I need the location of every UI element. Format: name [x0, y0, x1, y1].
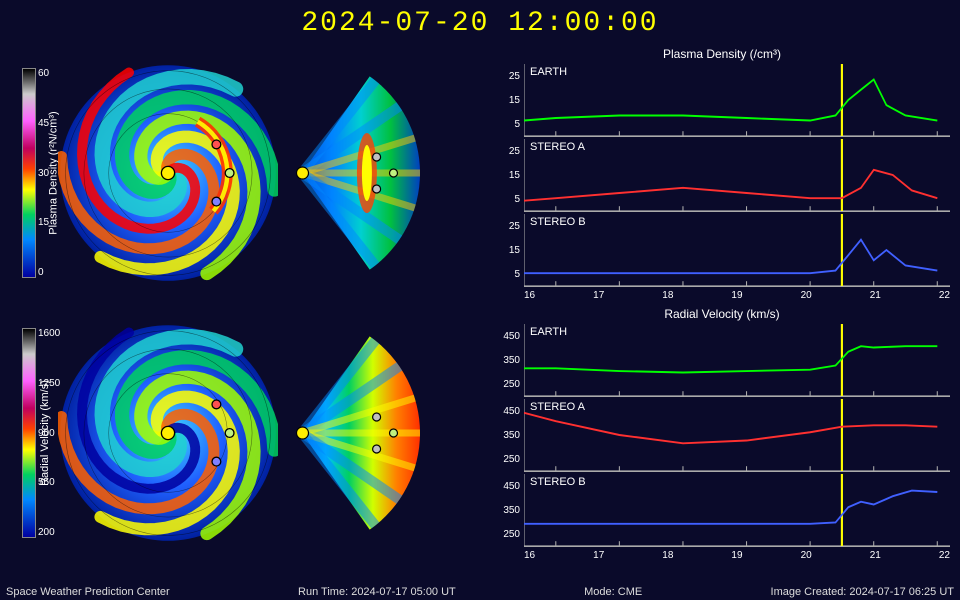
timeseries-panel-stereo-a: 450350250STEREO A — [524, 399, 950, 472]
timeseries-series-label: EARTH — [530, 66, 567, 78]
velocity-meridional-plot — [296, 333, 426, 533]
colorbar-tick: 15 — [38, 217, 49, 228]
density-meridional-plot — [296, 73, 426, 273]
footer: Space Weather Prediction Center Run Time… — [0, 586, 960, 598]
main-grid: Plasma Density (r²N/cm³) 604530150 Radia… — [0, 43, 960, 563]
density-panel-row: Plasma Density (r²N/cm³) 604530150 — [0, 43, 480, 303]
marker-stereo_a — [212, 400, 221, 409]
timestamp-title: 2024-07-20 12:00:00 — [0, 0, 960, 43]
marker-p1 — [373, 153, 381, 161]
density-colorbar-strip — [22, 68, 36, 278]
velocity-timeseries-group: Radial Velocity (km/s)450350250EARTH4503… — [484, 303, 960, 563]
timeseries-panel-earth: 450350250EARTH — [524, 324, 950, 397]
timeseries-panel-stereo-b: 450350250STEREO B — [524, 474, 950, 547]
marker-p2 — [390, 429, 398, 437]
series-line-earth — [524, 346, 937, 372]
marker-sun — [161, 426, 174, 439]
colorbar-tick: 30 — [38, 168, 49, 179]
timeseries-xticks: 16171819202122 — [524, 550, 950, 561]
velocity-colorbar-strip — [22, 328, 36, 538]
marker-sun — [297, 167, 309, 179]
colorbar-tick: 550 — [38, 477, 60, 488]
series-line-stereo-b — [524, 491, 937, 524]
timeseries-xticks: 16171819202122 — [524, 290, 950, 301]
velocity-colorbar-ticks: 1600 1250 900 550 200 — [38, 328, 60, 538]
velocity-ecliptic-plot — [58, 323, 278, 543]
marker-stereo_a — [212, 140, 221, 149]
marker-p3 — [373, 185, 381, 193]
marker-p3 — [373, 445, 381, 453]
marker-stereo_b — [212, 197, 221, 206]
marker-stereo_b — [212, 457, 221, 466]
footer-runtime: Run Time: 2024-07-17 05:00 UT — [298, 586, 456, 598]
colorbar-tick: 0 — [38, 267, 49, 278]
footer-created: Image Created: 2024-07-17 06:25 UT — [771, 586, 954, 598]
colorbar-tick: 45 — [38, 118, 49, 129]
timeseries-title: Radial Velocity (km/s) — [484, 303, 960, 323]
footer-credit: Space Weather Prediction Center — [6, 586, 170, 598]
density-ecliptic-plot — [58, 63, 278, 283]
timeseries-panel-stereo-a: 25155STEREO A — [524, 139, 950, 212]
marker-sun — [297, 427, 309, 439]
timeseries-series-label: STEREO B — [530, 216, 586, 228]
timeseries-series-label: STEREO A — [530, 401, 585, 413]
marker-p1 — [373, 413, 381, 421]
series-line-earth — [524, 79, 937, 120]
series-line-stereo-b — [524, 240, 937, 273]
colorbar-tick: 200 — [38, 527, 60, 538]
colorbar-tick: 1600 — [38, 328, 60, 339]
marker-earth — [225, 169, 234, 178]
series-line-stereo-a — [524, 170, 937, 201]
timeseries-panel-stereo-b: 25155STEREO B — [524, 214, 950, 287]
footer-mode: Mode: CME — [584, 586, 642, 598]
marker-sun — [161, 166, 174, 179]
density-colorbar: Plasma Density (r²N/cm³) 604530150 — [0, 68, 52, 278]
timeseries-series-label: STEREO B — [530, 476, 586, 488]
velocity-colorbar: Radial Velocity (km/s) 16001250900550200 — [0, 328, 52, 538]
timeseries-series-label: EARTH — [530, 326, 567, 338]
colorbar-tick: 1250 — [38, 378, 60, 389]
timeseries-series-label: STEREO A — [530, 141, 585, 153]
density-timeseries-group: Plasma Density (/cm³)25155EARTH25155STER… — [484, 43, 960, 303]
density-colorbar-ticks: 60 45 30 15 0 — [38, 68, 49, 278]
timeseries-panel-earth: 25155EARTH — [524, 64, 950, 137]
series-line-stereo-a — [524, 413, 937, 443]
marker-earth — [225, 429, 234, 438]
colorbar-tick: 60 — [38, 68, 49, 79]
right-column: Plasma Density (/cm³)25155EARTH25155STER… — [480, 43, 960, 563]
marker-p2 — [390, 169, 398, 177]
timeseries-title: Plasma Density (/cm³) — [484, 43, 960, 63]
left-column: Plasma Density (r²N/cm³) 604530150 Radia… — [0, 43, 480, 563]
velocity-panel-row: Radial Velocity (km/s) 16001250900550200 — [0, 303, 480, 563]
colorbar-tick: 900 — [38, 428, 60, 439]
